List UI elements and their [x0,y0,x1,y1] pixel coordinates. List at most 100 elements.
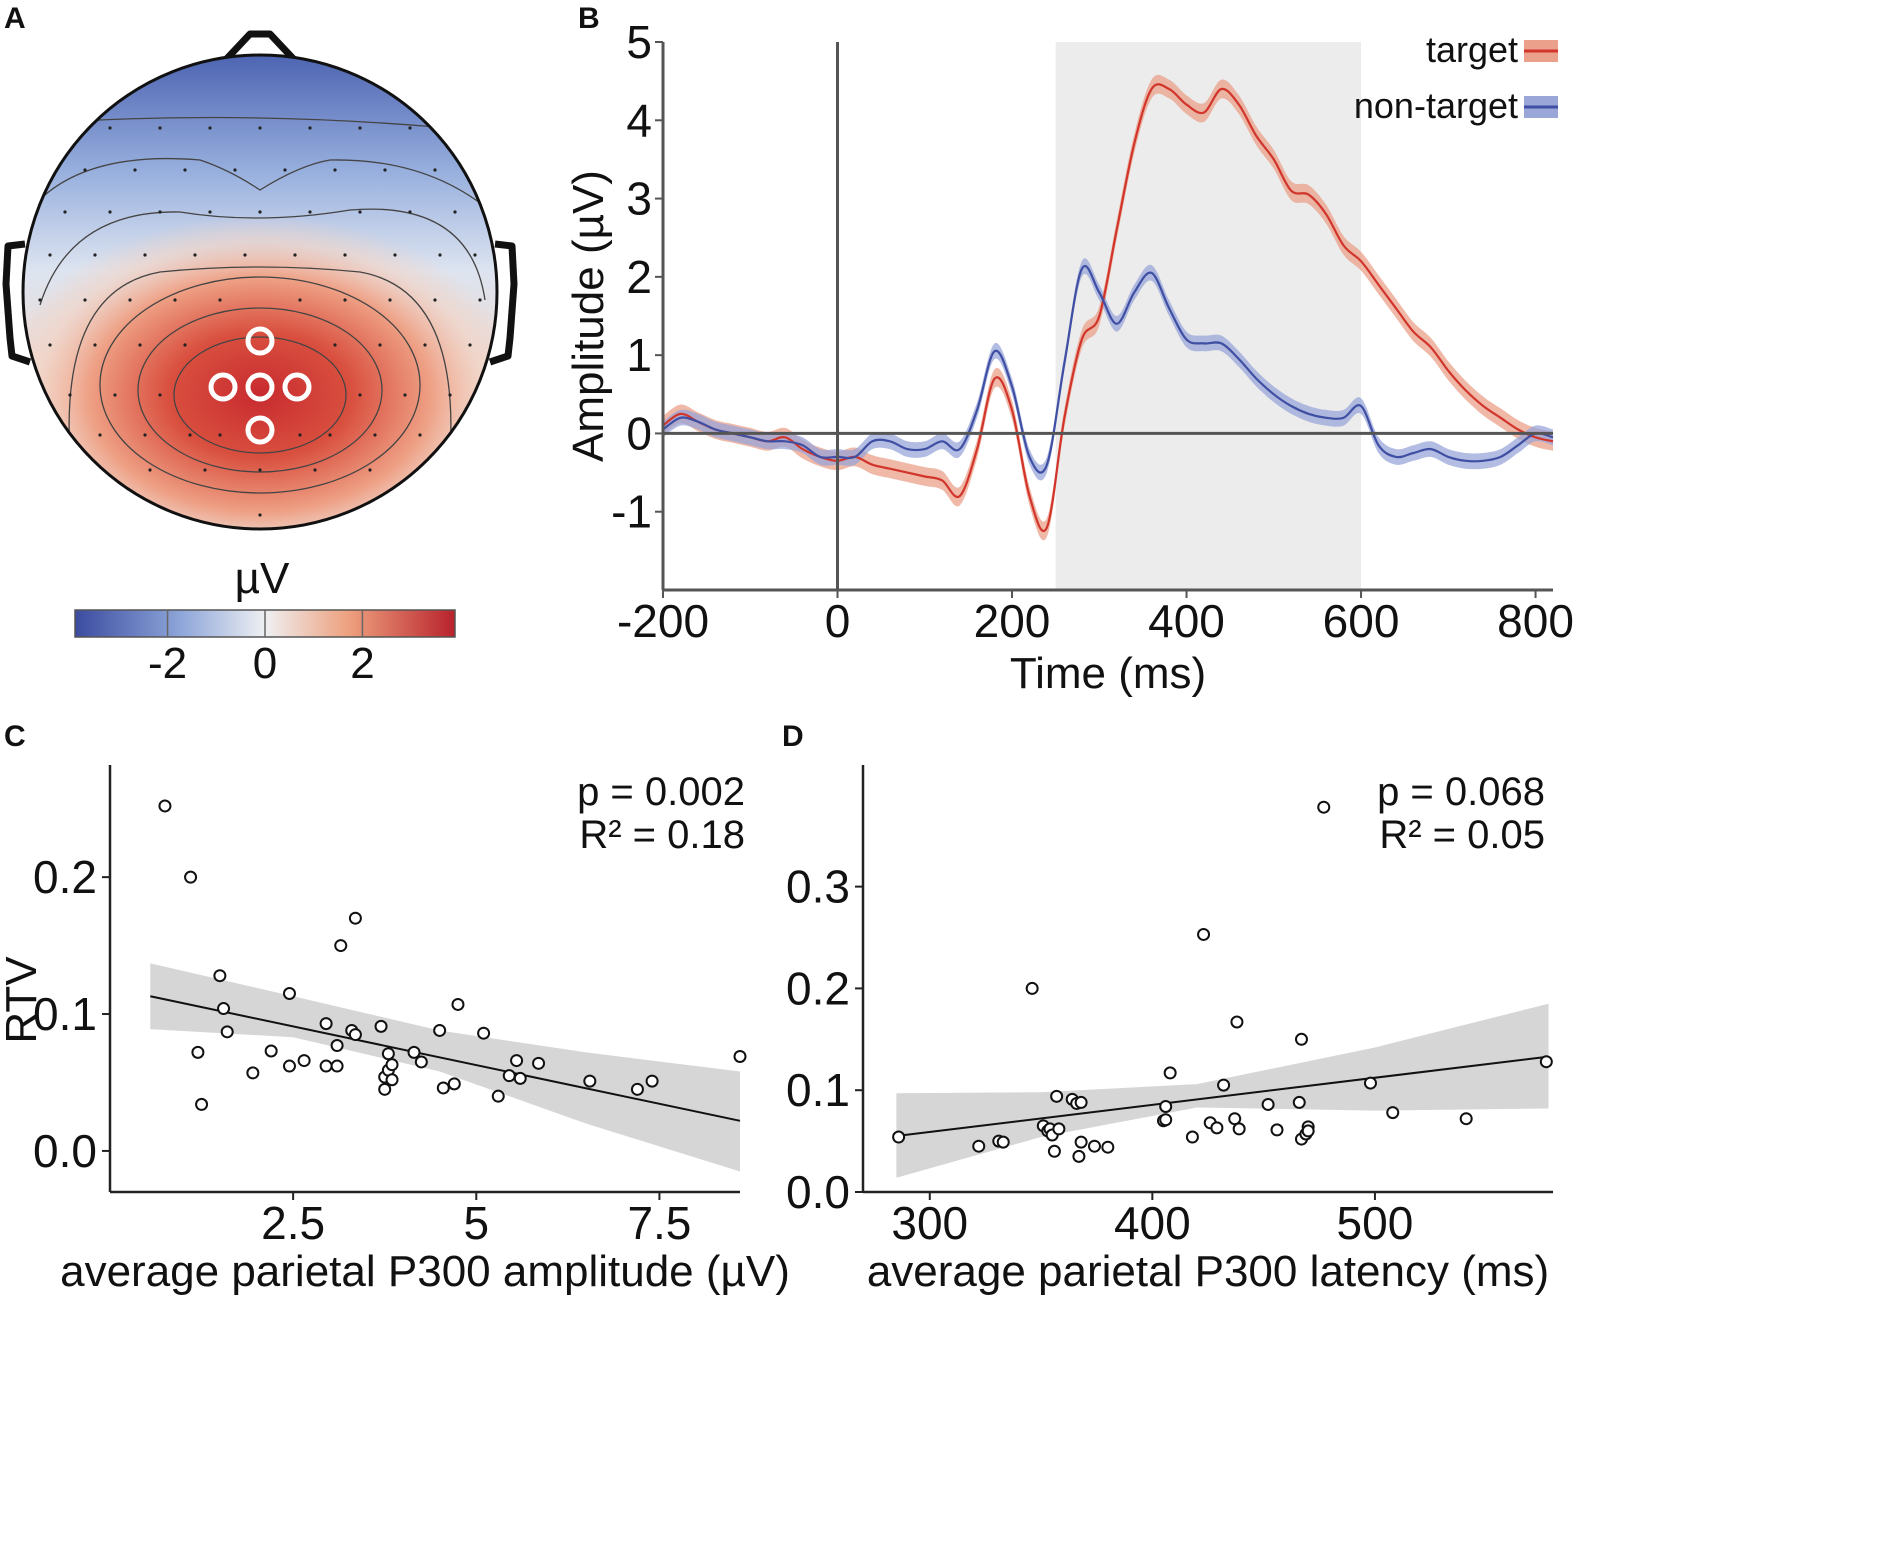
electrode-dot [143,253,147,257]
electrode-dot [308,210,312,214]
colorbar-tick-label: 0 [253,639,277,688]
data-point [282,987,296,1000]
electrode-dot [48,253,52,257]
electrode-dot [138,343,142,347]
electrode-dot [418,433,422,437]
electrode-dot [473,253,477,257]
electrode-dot [258,513,262,517]
data-point [996,1135,1010,1149]
series-band-non-target [663,258,1553,481]
data-point [348,1028,362,1042]
electrode-dot [143,433,147,437]
electrode-dot [93,253,97,257]
electrode-marker-cpz [245,326,275,356]
data-point [1301,1124,1315,1138]
data-point [1217,1078,1231,1092]
electrode-dot [93,343,97,347]
electrode-dot [108,210,112,214]
electrode-dot [68,393,72,397]
data-point [532,1056,546,1070]
erp-plot: -200 0 200 400 600 800 -1 0 1 2 3 4 5 Time (ms) Amplit… [564,16,1574,698]
panel-c: C 2.5 5 7.5 0.0 0.1 0.2 average parietal P300 … [0,720,790,1296]
x-tick-label: 0 [825,595,851,647]
data-point [1074,1135,1088,1149]
y-tick-label: 2 [626,251,652,303]
data-point [1050,1089,1064,1103]
electrode-dot [438,253,442,257]
electrode-dot [423,343,427,347]
data-point [319,1017,333,1031]
data-point [407,1045,421,1059]
data-point [1025,981,1039,995]
x-axis-title: average parietal P300 latency (ms) [867,1247,1549,1296]
data-point [158,799,172,813]
data-point [184,870,198,884]
electrode-dot [453,210,457,214]
electrode-dot [358,126,362,130]
data-point [447,1077,461,1091]
electrode-dot [308,126,312,130]
nose [215,30,305,71]
x-tick-label: 400 [1114,1197,1191,1249]
data-point [1292,1095,1306,1109]
data-point [583,1074,597,1088]
electrode-dot [148,468,152,472]
electrode-dot [63,210,67,214]
electrode-dot [293,253,297,257]
electrode-dot [183,343,187,347]
electrode-dot [358,393,362,397]
data-point [297,1054,311,1068]
electrode-dot [208,126,212,130]
y-tick-label: 4 [626,94,652,146]
electrode-dot [83,298,87,302]
panel-d: D 300 400 500 0.0 0.1 0.2 0.3 average parietal … [782,720,1553,1296]
electrode-dot [343,253,347,257]
electrode-dot [193,253,197,257]
highlighted-electrodes [208,326,312,445]
electrode-dot [388,298,392,302]
legend: target non-target [1354,29,1558,126]
data-point [348,911,362,925]
electrode-dot [343,298,347,302]
x-tick-label: 200 [974,595,1051,647]
electrode-marker-p1 [208,372,238,402]
data-point [1210,1121,1224,1135]
left-ear [2,240,32,366]
data-point [385,1058,399,1072]
data-point [264,1044,278,1058]
legend-nontarget-label: non-target [1354,85,1518,126]
panel-d-r-squared: R² = 0.05 [1379,813,1545,857]
electrode-dot [218,433,222,437]
electrode-dot [368,468,372,472]
data-point [1230,1015,1244,1029]
scalp-map [2,30,518,531]
electrode-dot [38,298,42,302]
electrode-dot [448,393,452,397]
electrode-dot [283,168,287,172]
data-point [510,1054,524,1068]
x-tick-label: 500 [1337,1197,1414,1249]
electrode-dot [258,468,262,472]
electrode-dot [358,210,362,214]
scatter-amplitude: 2.5 5 7.5 0.0 0.1 0.2 average parietal P300 am… [0,765,790,1296]
data-point [334,939,348,953]
head-outline [21,53,499,531]
data-point [1185,1130,1199,1144]
y-tick-label: 0.0 [33,1125,97,1177]
data-point [1261,1097,1275,1111]
x-tick-label: 7.5 [627,1197,691,1249]
data-point [330,1059,344,1073]
data-point [374,1019,388,1033]
electrode-dot [188,433,192,437]
panel-b: B -200 0 200 400 600 800 -1 0 1 2 3 4 5 Time (ms) Ampl… [564,2,1574,698]
electrode-dot [158,126,162,130]
electrode-dot [298,433,302,437]
y-tick-label: 0 [626,407,652,459]
electrode-dot [133,168,137,172]
data-point [282,1059,296,1073]
electrode-dot [433,298,437,302]
data-point [1197,927,1211,941]
data-point [433,1023,447,1037]
data-point [1159,1099,1173,1113]
